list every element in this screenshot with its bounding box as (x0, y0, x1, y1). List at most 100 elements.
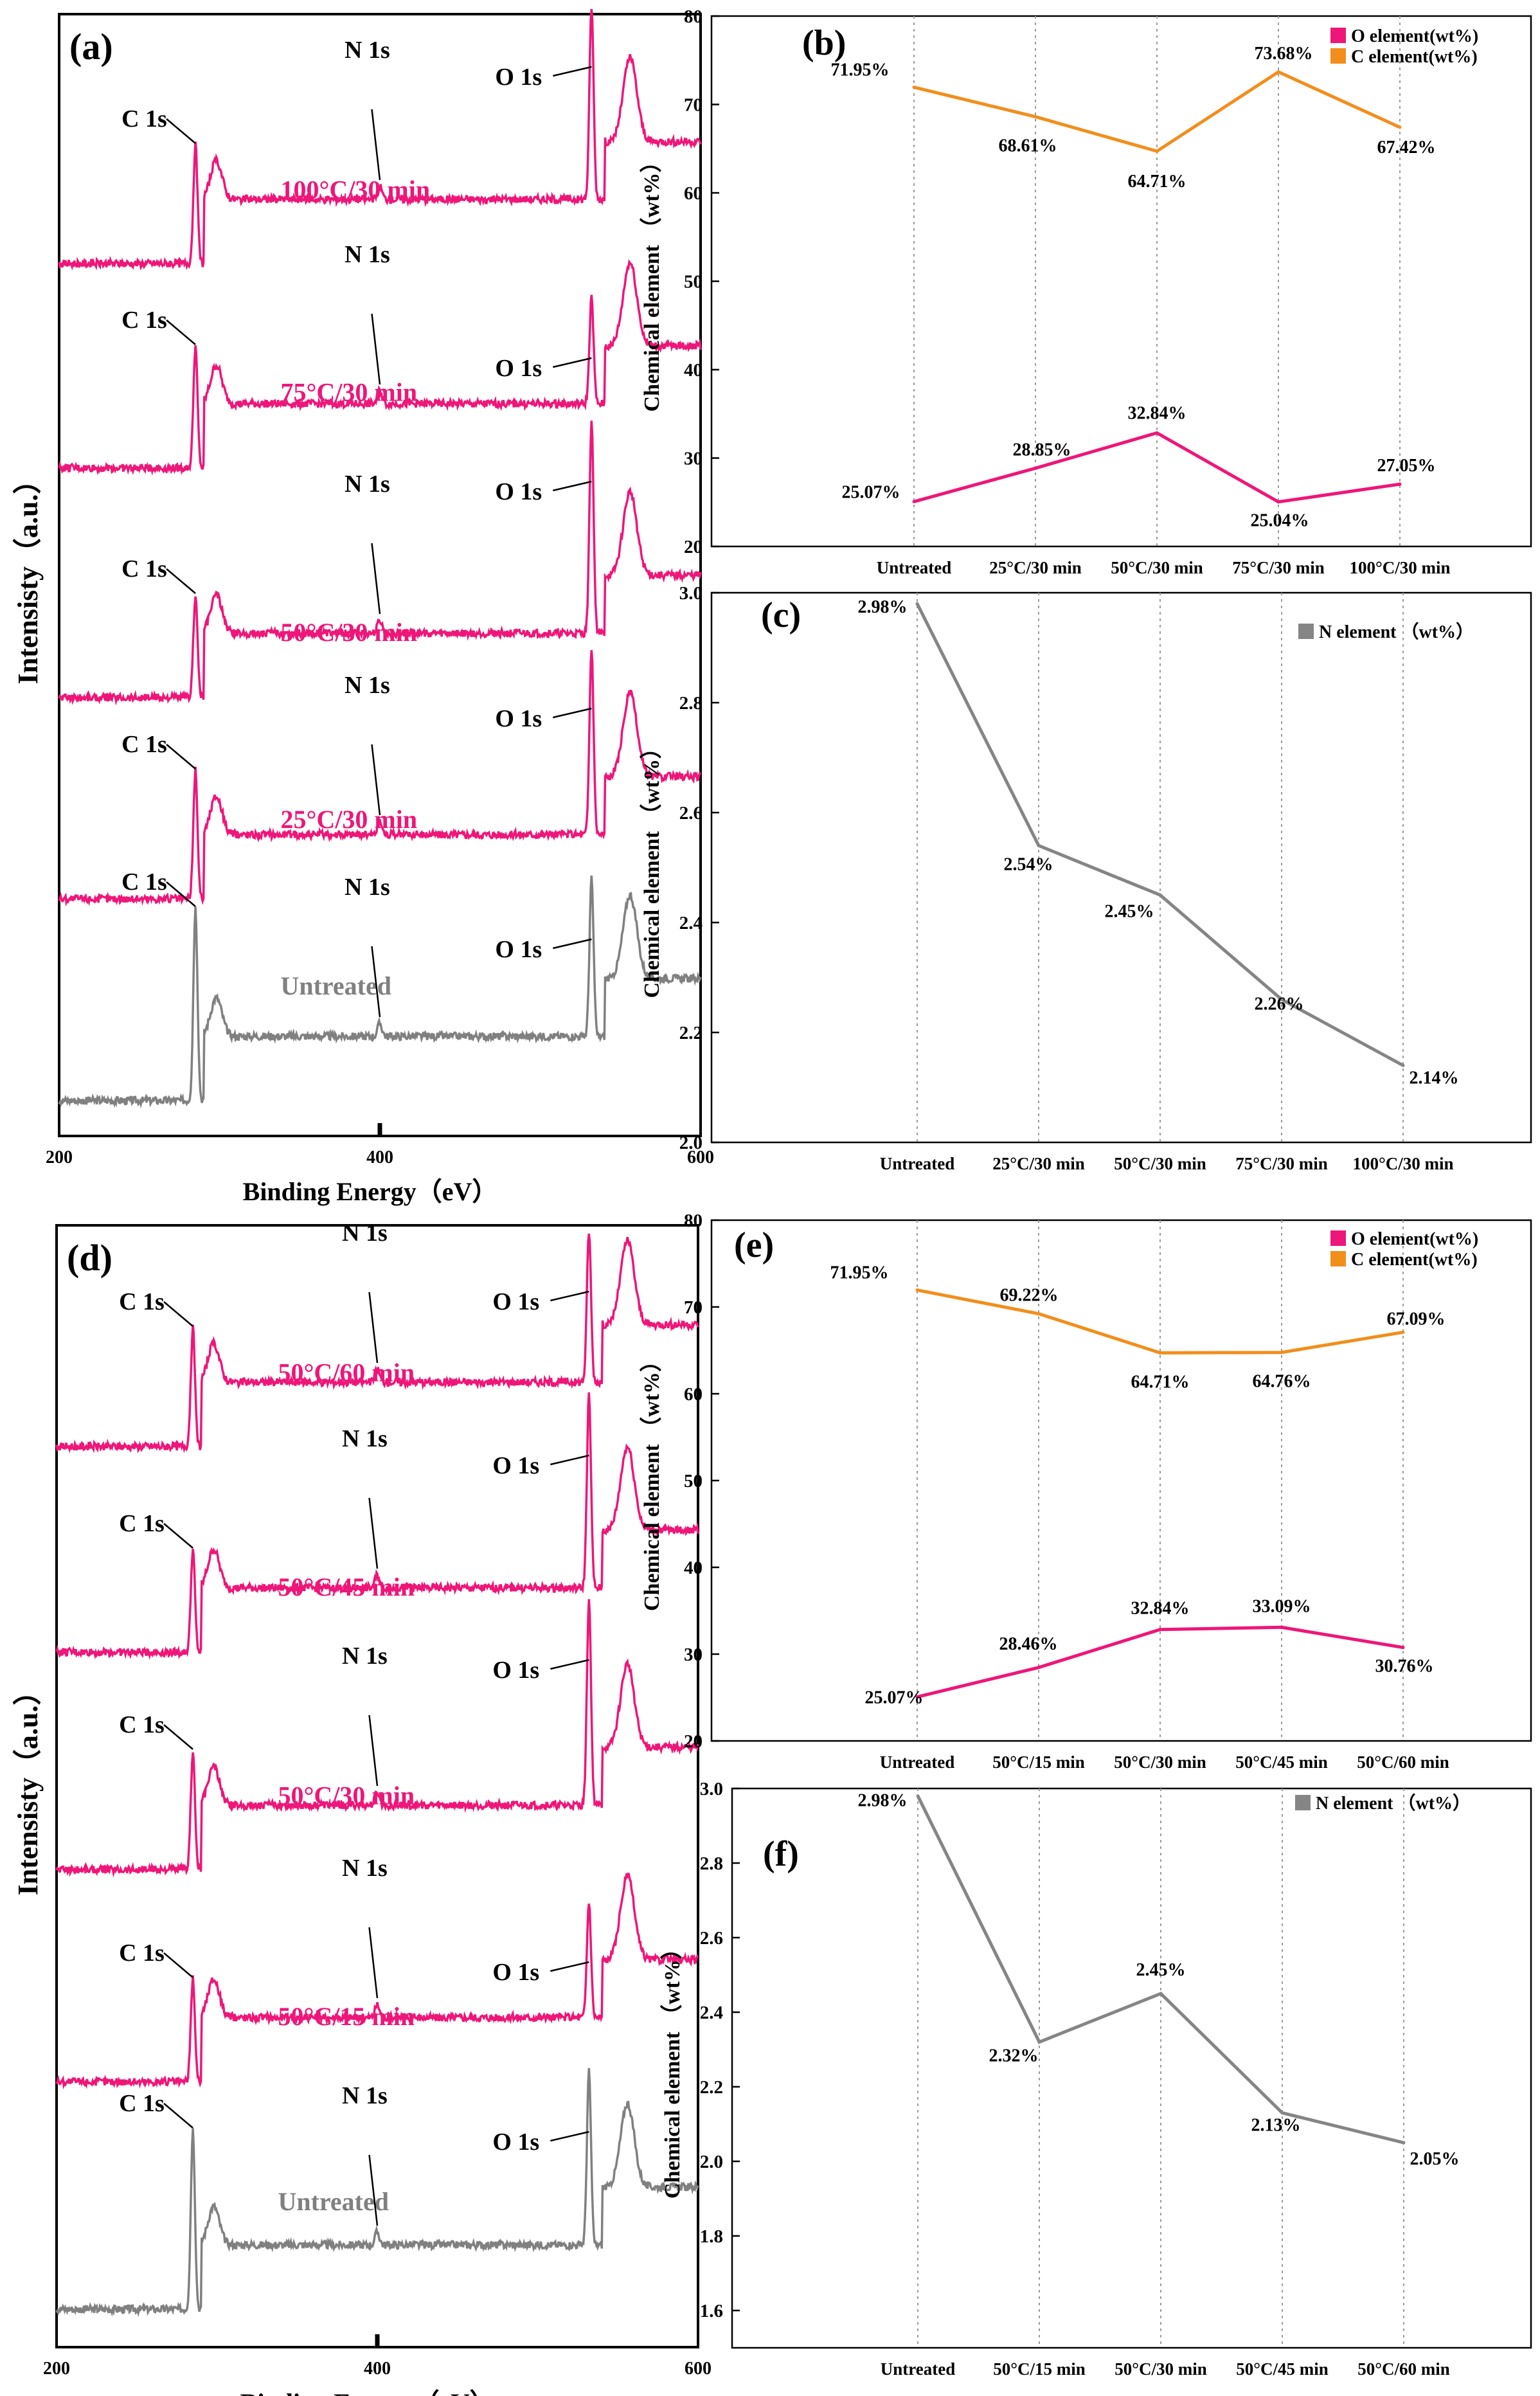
data-point (1155, 149, 1159, 153)
x-tick-label: 50°C/30 min (1111, 558, 1203, 577)
spectrum-line (55, 1872, 699, 2090)
data-label: 25.07% (842, 482, 900, 502)
spectrum-line (55, 2067, 699, 2318)
x-tick-label: 75°C/30 min (1235, 1154, 1328, 1173)
n1s-leader (368, 2154, 379, 2226)
y-tick-label: 2.2 (700, 2077, 723, 2098)
legend-swatch (1330, 1251, 1346, 1266)
o1s-label: O 1s (495, 478, 542, 505)
spectrum-line (58, 8, 702, 271)
c1s-leader (166, 744, 196, 770)
panel-label: (e) (734, 1225, 774, 1265)
data-label: 67.09% (1387, 1309, 1446, 1329)
data-label: 67.42% (1377, 138, 1436, 158)
spectrum-2: 75°C/30 min C 1s N 1s O 1s (58, 241, 702, 476)
plot-frame (731, 1787, 1532, 2349)
n1s-leader (371, 543, 381, 615)
data-point (1398, 125, 1402, 129)
x-tick-label: 50°C/30 min (1114, 1154, 1206, 1173)
data-point (1037, 1312, 1041, 1316)
legend-label: N element （wt%） (1319, 621, 1474, 642)
data-point (1401, 1646, 1405, 1650)
y-tick-label: 1.8 (700, 2226, 723, 2247)
legend-swatch (1330, 48, 1346, 64)
data-label: 2.13% (1251, 2116, 1301, 2136)
y-axis-label: Chemical element （wt%） (639, 737, 664, 998)
o1s-label: O 1s (492, 2129, 539, 2156)
x-tick-label: 100°C/30 min (1349, 558, 1450, 577)
data-point (1401, 1063, 1405, 1067)
sample-label: Untreated (280, 971, 391, 1000)
n1s-label: N 1s (345, 37, 390, 64)
data-label: 2.26% (1255, 995, 1304, 1014)
o1s-leader (553, 66, 592, 77)
c1s-label: C 1s (119, 1510, 165, 1537)
y-tick-label: 2.6 (679, 803, 703, 824)
y-tick-label: 2.6 (700, 1928, 723, 1949)
panel-label: (a) (69, 26, 113, 68)
legend-label: N element （wt%） (1316, 1792, 1471, 1814)
x-tick-label: 600 (685, 2359, 712, 2379)
n1s-leader (371, 109, 381, 181)
y-tick-label: 80 (684, 1211, 703, 1231)
o1s-label: O 1s (492, 1452, 539, 1479)
y-tick-label: 2.2 (679, 1023, 703, 1043)
panel-label: (f) (763, 1834, 799, 1874)
data-point (912, 86, 916, 89)
chart-panel-e: Untreated 50°C/15 min 50°C/30 min 50°C/45 m… (639, 1211, 1532, 1772)
data-label: 2.98% (858, 597, 908, 617)
series-1: 2.98% 2.54% 2.45% 2.26% 2.14% (858, 597, 1459, 1088)
c1s-label: C 1s (121, 307, 167, 334)
series-2: 71.95% 68.61% 64.71% 73.68% 67.42% (831, 44, 1436, 192)
o1s-label: O 1s (492, 1959, 539, 1986)
legend: N element （wt%） (1298, 621, 1474, 642)
o1s-leader (553, 480, 592, 492)
o1s-leader (550, 1454, 589, 1466)
data-point (1158, 893, 1162, 897)
data-label: 2.32% (989, 2046, 1039, 2066)
spectrum-line (58, 875, 702, 1109)
sample-label: 50°C/30 min (280, 618, 417, 647)
c1s-label: C 1s (121, 869, 167, 896)
x-tick-label: 400 (364, 2359, 391, 2379)
y-axis-label: Intensisty（a.u.） (12, 466, 44, 685)
legend-swatch (1330, 28, 1346, 43)
y-tick-label: 70 (684, 1297, 703, 1318)
n1s-leader (368, 1927, 379, 1999)
legend-label: O element(wt%) (1351, 1229, 1478, 1249)
x-tick-label: Untreated (881, 2359, 955, 2379)
c1s-label: C 1s (121, 731, 167, 758)
x-tick-label: 50°C/30 min (1114, 1752, 1206, 1772)
legend-swatch (1330, 1230, 1346, 1246)
y-axis-label: Chemical element （wt%） (639, 1350, 664, 1611)
y-tick-label: 80 (684, 6, 703, 27)
y-tick-label: 50 (684, 272, 703, 293)
n1s-label: N 1s (345, 672, 390, 699)
o1s-label: O 1s (495, 936, 542, 963)
x-tick-label: 75°C/30 min (1232, 558, 1325, 577)
c1s-label: C 1s (119, 1711, 165, 1738)
y-tick-label: 1.6 (700, 2301, 723, 2321)
x-tick-label: 50°C/45 min (1236, 2359, 1329, 2379)
n1s-leader (371, 946, 381, 1018)
data-point (1037, 2040, 1041, 2044)
data-label: 28.85% (1013, 440, 1071, 460)
data-label: 25.07% (865, 1688, 924, 1708)
o1s-leader (550, 1659, 589, 1670)
data-point (1280, 2111, 1284, 2115)
spectrum-4: 50°C/15 min C 1s N 1s O 1s (55, 1855, 699, 2090)
o1s-leader (553, 938, 592, 950)
plot-frame (710, 591, 1532, 1144)
c1s-label: C 1s (121, 105, 167, 132)
n1s-leader (368, 1497, 379, 1569)
spectrum-5: Untreated C 1s N 1s O 1s (58, 869, 702, 1109)
x-tick-label: 200 (43, 2359, 70, 2379)
o1s-label: O 1s (495, 355, 542, 382)
data-point (1280, 1351, 1284, 1355)
xps-panel-d: (d) 200 400 600 Binding Energy（eV） Intensisty… (12, 1220, 712, 2396)
data-label: 30.76% (1375, 1657, 1434, 1677)
spectrum-line (58, 650, 702, 907)
spectrum-3: 50°C/30 min C 1s N 1s O 1s (58, 420, 702, 706)
n1s-label: N 1s (342, 1643, 388, 1670)
o1s-label: O 1s (492, 1657, 539, 1684)
